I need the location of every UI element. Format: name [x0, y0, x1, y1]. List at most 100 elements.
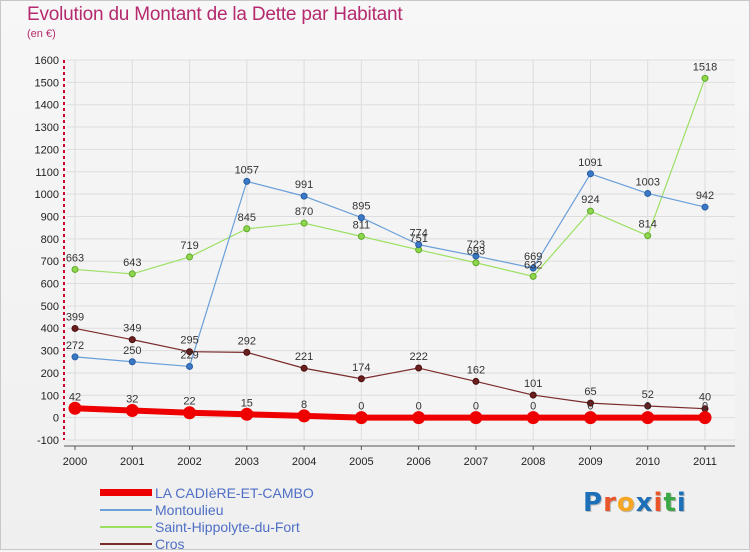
data-label: 15 — [241, 397, 253, 409]
data-label: 101 — [524, 378, 542, 390]
legend-swatch — [100, 508, 152, 511]
series-line — [74, 78, 706, 277]
data-point — [698, 411, 712, 425]
data-point — [240, 407, 254, 421]
chart-title: Evolution du Montant de la Dette par Hab… — [27, 4, 403, 25]
data-point — [701, 203, 709, 211]
x-tick-label: 2004 — [292, 456, 316, 468]
legend-label: Montoulieu — [155, 501, 224, 518]
data-label: 174 — [352, 362, 370, 374]
data-point — [529, 391, 537, 399]
data-point — [68, 401, 82, 415]
data-label: 162 — [467, 364, 485, 376]
y-tick-label: 200 — [41, 368, 59, 380]
data-point — [357, 214, 365, 222]
data-label: 632 — [524, 259, 542, 271]
data-point — [469, 411, 483, 425]
y-tick-label: 1600 — [35, 55, 59, 67]
data-label: 814 — [639, 219, 657, 231]
data-point — [186, 253, 194, 261]
y-tick-label: 400 — [41, 323, 59, 335]
data-point — [526, 411, 540, 425]
data-point — [243, 348, 251, 356]
data-point — [186, 348, 194, 356]
y-tick-label: 1400 — [35, 100, 59, 112]
proxiti-logo: Proxiti — [583, 488, 687, 518]
data-label: 719 — [180, 240, 198, 252]
data-label: 811 — [353, 219, 371, 231]
data-point — [586, 207, 594, 215]
x-tick-label: 2011 — [693, 456, 717, 468]
data-label: 52 — [642, 389, 654, 401]
series-line — [74, 405, 705, 421]
plot-area — [67, 60, 735, 440]
y-tick-label: 300 — [41, 346, 59, 358]
data-label: 221 — [295, 351, 313, 363]
data-point — [300, 192, 308, 200]
data-point — [472, 252, 480, 260]
data-label: 0 — [473, 401, 479, 413]
data-point — [529, 264, 537, 272]
y-tick-label: -100 — [37, 435, 59, 447]
data-label: 0 — [645, 401, 651, 413]
data-label: 222 — [409, 351, 427, 363]
data-label: 399 — [66, 311, 84, 323]
legend-item: Montoulieu — [100, 501, 314, 518]
data-point — [128, 358, 136, 366]
data-label: 272 — [66, 340, 84, 352]
data-point — [71, 324, 79, 332]
data-label: 0 — [416, 401, 422, 413]
legend-swatch — [100, 489, 152, 496]
data-label: 1057 — [235, 164, 259, 176]
legend-swatch — [100, 525, 152, 528]
x-tick-label: 2007 — [464, 456, 488, 468]
data-label: 8 — [301, 399, 307, 411]
data-label: 0 — [702, 401, 708, 413]
y-tick-label: 900 — [41, 211, 59, 223]
y-tick-label: 1200 — [35, 144, 59, 156]
data-point — [297, 409, 311, 423]
legend-item: Saint-Hippolyte-du-Fort — [100, 518, 314, 535]
data-label: 229 — [180, 349, 198, 361]
x-tick-label: 2008 — [521, 456, 545, 468]
data-point — [300, 219, 308, 227]
data-label: 723 — [467, 239, 485, 251]
y-tick-label: 0 — [53, 413, 59, 425]
x-tick-label: 2005 — [349, 456, 373, 468]
legend-item: LA CADIèRE-ET-CAMBO — [100, 484, 314, 501]
y-tick-label: 1100 — [35, 167, 59, 179]
data-point — [243, 177, 251, 185]
data-label: 1518 — [693, 61, 717, 73]
y-tick-label: 1300 — [35, 122, 59, 134]
legend-label: Cros — [155, 535, 185, 552]
data-point — [415, 364, 423, 372]
data-label: 250 — [123, 345, 141, 357]
data-label: 1003 — [635, 176, 659, 188]
data-point — [128, 336, 136, 344]
legend-item: Cros — [100, 535, 314, 552]
data-point — [415, 241, 423, 249]
legend-swatch — [100, 542, 152, 545]
data-point — [472, 377, 480, 385]
legend-label: Saint-Hippolyte-du-Fort — [155, 518, 300, 535]
data-label: 32 — [126, 393, 138, 405]
x-tick-label: 2002 — [177, 456, 201, 468]
data-point — [243, 225, 251, 233]
data-point — [300, 364, 308, 372]
data-point — [183, 406, 197, 420]
data-label: 42 — [69, 391, 81, 403]
data-label: 0 — [358, 401, 364, 413]
x-tick-label: 2003 — [235, 456, 259, 468]
data-point — [529, 272, 537, 280]
data-point — [125, 403, 139, 417]
data-label: 1091 — [578, 157, 602, 169]
data-label: 0 — [587, 401, 593, 413]
data-label: 669 — [524, 251, 542, 263]
legend: LA CADIèRE-ET-CAMBO Montoulieu Saint-Hippo… — [100, 484, 314, 552]
y-tick-label: 800 — [41, 234, 59, 246]
data-point — [586, 170, 594, 178]
data-label: 643 — [123, 257, 141, 269]
data-point — [644, 189, 652, 197]
data-label: 663 — [66, 252, 84, 264]
data-point — [641, 411, 655, 425]
